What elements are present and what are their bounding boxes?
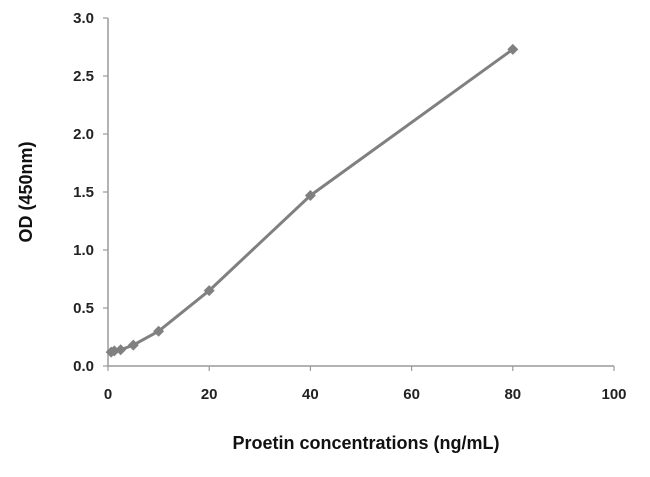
y-tick-label: 1.0: [73, 242, 94, 259]
y-ticks: 0.0 0.5 1.0 1.5 2.0 2.5 3.0: [73, 10, 108, 375]
y-tick-label: 2.5: [73, 68, 94, 85]
y-axis-title: OD (450nm): [16, 141, 36, 242]
x-tick-label: 80: [504, 386, 521, 403]
data-point-marker: [153, 325, 165, 337]
data-point-marker: [304, 189, 316, 201]
x-tick-label: 100: [601, 386, 626, 403]
data-point-marker: [507, 43, 519, 55]
y-tick-label: 3.0: [73, 10, 94, 27]
series-layer: [105, 43, 519, 358]
y-tick-label: 1.5: [73, 184, 94, 201]
y-tick-label: 2.0: [73, 126, 94, 143]
x-tick-label: 20: [201, 386, 218, 403]
y-tick-label: 0.5: [73, 300, 94, 317]
series-line: [110, 48, 514, 354]
x-tick-label: 40: [302, 386, 319, 403]
x-tick-label: 0: [104, 386, 112, 403]
data-point-marker: [127, 339, 139, 351]
data-point-marker: [115, 344, 127, 356]
x-tick-label: 60: [403, 386, 420, 403]
y-tick-label: 0.0: [73, 358, 94, 375]
x-ticks: 0 20 40 60 80 100: [104, 366, 627, 403]
plot-area: 0.0 0.5 1.0 1.5 2.0 2.5 3.0 0 20 40 60 80 100: [73, 10, 626, 403]
x-axis-title: Proetin concentrations (ng/mL): [232, 433, 499, 453]
data-point-marker: [203, 285, 215, 297]
